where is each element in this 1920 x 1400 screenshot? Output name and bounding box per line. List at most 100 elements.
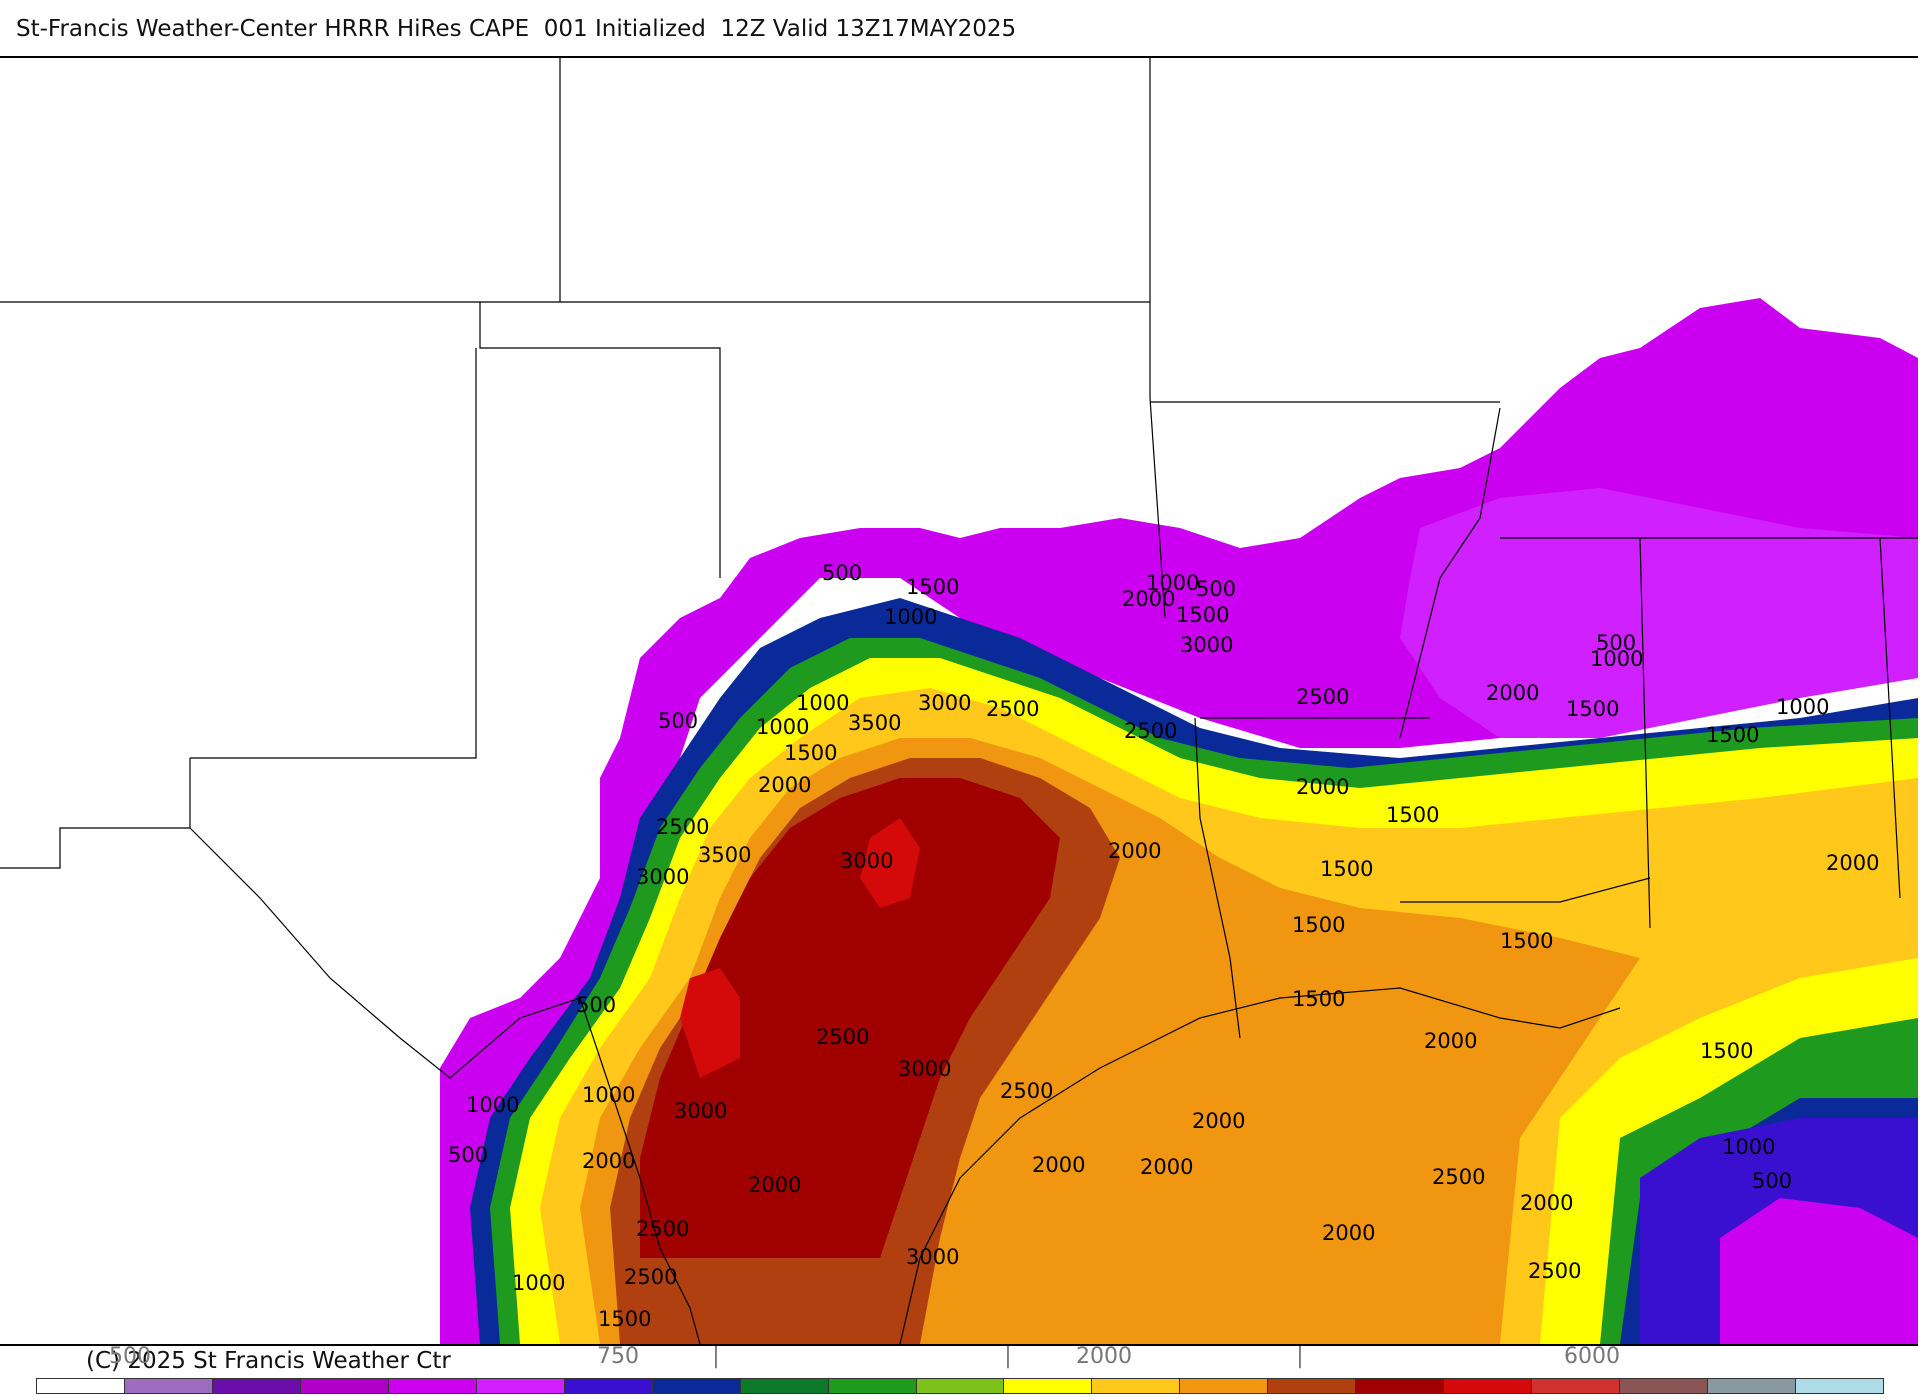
- contour-label: 2000: [748, 1173, 801, 1197]
- contour-label: 2000: [1296, 775, 1349, 799]
- contour-label: 1500: [784, 741, 837, 765]
- color-swatch: [916, 1379, 1005, 1393]
- color-swatch: [1796, 1379, 1884, 1393]
- contour-label: 2000: [1486, 681, 1539, 705]
- color-swatch: [1356, 1379, 1445, 1393]
- contour-label: 2000: [1424, 1029, 1477, 1053]
- colorbar-tick-label: 6000: [1564, 1344, 1620, 1369]
- contour-label: 3000: [906, 1245, 959, 1269]
- color-swatch: [1180, 1379, 1269, 1393]
- contour-label: 2000: [1192, 1109, 1245, 1133]
- contour-label: 1000: [582, 1083, 635, 1107]
- contour-label: 1500: [1706, 723, 1759, 747]
- cape-region-darkred: [640, 778, 1060, 1258]
- cape-map: 500 1500 1000 2000 1000 500 1500 3000 10…: [0, 56, 1918, 1346]
- border-rio-grande: [189, 827, 701, 1344]
- contour-label: 500: [658, 709, 698, 733]
- contour-label: 1000: [1146, 571, 1199, 595]
- colorbar-tick-label: |: [712, 1344, 720, 1369]
- contour-label: 2500: [1124, 719, 1177, 743]
- contour-label: 1500: [1700, 1039, 1753, 1063]
- contour-label: 1000: [796, 691, 849, 715]
- color-swatch: [1708, 1379, 1797, 1393]
- contour-label: 1500: [906, 575, 959, 599]
- contour-label: 2000: [1140, 1155, 1193, 1179]
- contour-label: 2000: [1108, 839, 1161, 863]
- color-swatch: [300, 1379, 389, 1393]
- contour-label: 500: [576, 993, 616, 1017]
- contour-label: 3000: [840, 849, 893, 873]
- contour-label: 1500: [1386, 803, 1439, 827]
- copyright-text: (C) 2025 St Francis Weather Ctr: [86, 1348, 451, 1374]
- contour-label: 1500: [1500, 929, 1553, 953]
- contour-label: 1000: [466, 1093, 519, 1117]
- color-swatch: [828, 1379, 917, 1393]
- contour-label: 2000: [1032, 1153, 1085, 1177]
- state-borders: [0, 58, 1918, 1344]
- contour-label: 3000: [918, 691, 971, 715]
- border-al: [1639, 537, 1651, 929]
- contour-label: 3000: [674, 1099, 727, 1123]
- contour-label: 3000: [898, 1057, 951, 1081]
- contour-label: 1500: [598, 1307, 651, 1331]
- color-swatch: [476, 1379, 565, 1393]
- contour-label: 3000: [636, 865, 689, 889]
- color-swatch: [388, 1379, 477, 1393]
- colorbar-tick-label: |: [1296, 1344, 1304, 1369]
- contour-label: 1000: [756, 715, 809, 739]
- border-ga: [1879, 537, 1901, 899]
- border-ok-ar: [1149, 58, 1166, 619]
- colorbar-tick-label: 750: [597, 1344, 639, 1369]
- border-gulf-coast: [899, 987, 1621, 1344]
- contour-label: 1000: [512, 1271, 565, 1295]
- color-swatch: [1004, 1379, 1093, 1393]
- contour-label: 1000: [1722, 1135, 1775, 1159]
- contour-label: 2500: [1528, 1259, 1581, 1283]
- contour-label: 2500: [636, 1217, 689, 1241]
- map-title: St-Francis Weather-Center HRRR HiRes CAP…: [16, 16, 1017, 42]
- colorbar-tick-label: 2000: [1076, 1344, 1132, 1369]
- border-nm-tx: [479, 302, 721, 578]
- contour-label: 3500: [848, 711, 901, 735]
- color-swatch: [1532, 1379, 1621, 1393]
- contour-label: 500: [448, 1143, 488, 1167]
- contour-label: 500: [1596, 631, 1636, 655]
- contour-label: 3500: [698, 843, 751, 867]
- contour-label: 2000: [1322, 1221, 1375, 1245]
- border-tx-panhandle: [190, 348, 477, 759]
- color-swatch: [652, 1379, 741, 1393]
- cape-region-purple-se: [1720, 1198, 1918, 1344]
- cape-region-purple-ne: [1400, 488, 1918, 738]
- border-nm: [0, 758, 191, 869]
- contour-label: 2500: [986, 697, 1039, 721]
- color-swatch: [1444, 1379, 1533, 1393]
- contour-label: 1500: [1176, 603, 1229, 627]
- colorbar-tick-label: 500: [109, 1344, 151, 1369]
- contour-label: 2000: [1520, 1191, 1573, 1215]
- contour-label: 500: [1196, 577, 1236, 601]
- color-swatch: [1092, 1379, 1181, 1393]
- cape-region-red: [680, 968, 740, 1078]
- color-swatch: [564, 1379, 653, 1393]
- contour-label: 1500: [1292, 913, 1345, 937]
- contour-label: 2000: [1826, 851, 1879, 875]
- contour-label: 1000: [1776, 695, 1829, 719]
- contour-label: 1500: [1566, 697, 1619, 721]
- colorbar-tick-label: |: [1004, 1344, 1012, 1369]
- contour-label: 2500: [1296, 685, 1349, 709]
- cape-shading: [440, 298, 1918, 1344]
- contour-label: 2500: [1000, 1079, 1053, 1103]
- contour-label: 2000: [1122, 587, 1175, 611]
- color-swatch: [37, 1379, 125, 1393]
- contour-label: 2500: [624, 1265, 677, 1289]
- contour-label: 3000: [1180, 633, 1233, 657]
- map-canvas: 500 1500 1000 2000 1000 500 1500 3000 10…: [0, 58, 1918, 1344]
- border-tx-la: [1194, 717, 1241, 1039]
- contour-label: 2000: [582, 1149, 635, 1173]
- contour-label: 1000: [1590, 647, 1643, 671]
- contour-label: 500: [1752, 1169, 1792, 1193]
- contour-label: 1500: [1320, 857, 1373, 881]
- contour-label: 2500: [816, 1025, 869, 1049]
- color-swatch: [1620, 1379, 1709, 1393]
- cape-region-red-2: [860, 818, 920, 908]
